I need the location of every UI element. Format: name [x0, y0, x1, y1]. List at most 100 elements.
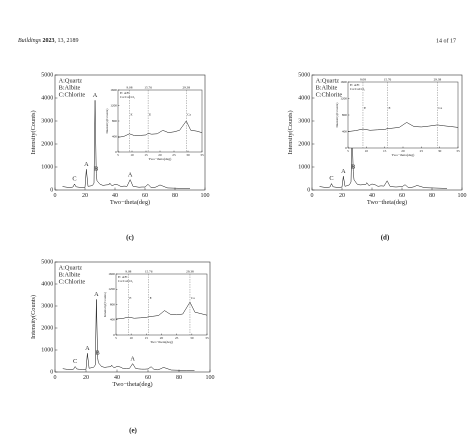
peak-label: C: [329, 175, 333, 182]
marker-value: 29.38: [186, 269, 194, 273]
figure-caption: (d): [381, 234, 390, 242]
legend-entry: A:Quartz: [59, 264, 83, 271]
y-tick-label: 5000: [41, 259, 53, 265]
citation: Buildings 2023, 13, 2189: [18, 38, 79, 44]
y-tick-label: 5000: [298, 72, 310, 78]
x-tick-label: 80: [176, 375, 182, 381]
citation-rest: , 13, 2189: [55, 38, 79, 44]
x-tick-label: 25: [175, 336, 179, 340]
y-tick-label: 400: [112, 134, 117, 138]
spectrum-line: [319, 132, 448, 189]
inset-frame: [117, 89, 203, 153]
x-tick-label: 25: [172, 153, 176, 157]
marker-value: 29.38: [182, 85, 190, 89]
x-tick-label: 40: [112, 193, 118, 199]
peak-label: A: [94, 291, 99, 298]
x-tick-label: 15: [145, 336, 149, 340]
y-tick-label: 1000: [41, 164, 53, 170]
x-tick-label: 20: [401, 149, 405, 153]
y-tick-label: 1000: [41, 347, 53, 353]
y-tick-label: 2000: [41, 325, 53, 331]
marker-label: E: [130, 113, 132, 117]
x-tick-label: 15: [383, 149, 387, 153]
spectrum-line: [115, 301, 208, 320]
peak-label: A: [84, 161, 89, 168]
peak-label: A: [130, 355, 135, 362]
x-tick-label: 15: [144, 153, 148, 157]
y-tick-label: 800: [110, 302, 115, 306]
y-tick-label: 3000: [41, 118, 53, 124]
spectrum-line: [347, 122, 459, 132]
peak-label: C: [73, 358, 77, 365]
peak-label: A: [341, 168, 346, 175]
x-tick-label: 25: [420, 149, 424, 153]
x-tick-label: 0: [311, 193, 314, 199]
x-tick-label: 10: [365, 149, 369, 153]
peak-label: A: [128, 171, 133, 178]
inset-frame: [115, 273, 208, 336]
y-axis-label: Intensity(Counts): [30, 110, 37, 154]
y-axis-label: Intensity(Counts): [30, 295, 37, 339]
x-tick-label: 5: [117, 153, 119, 157]
x-tick-label: 20: [339, 193, 345, 199]
spectrum-line: [62, 299, 195, 371]
x-tick-label: 5: [347, 149, 349, 153]
y-tick-label: 400: [342, 129, 347, 133]
y-tick-label: 0: [307, 187, 310, 193]
peak-label: B: [351, 163, 355, 170]
page-number: 14 of 17: [436, 37, 456, 44]
peak-label: A: [85, 345, 90, 352]
y-tick-label: 1600: [110, 88, 117, 92]
figure-caption: (e): [129, 427, 137, 435]
x-tick-label: 35: [200, 153, 204, 157]
x-tick-label: 60: [399, 193, 405, 199]
x-axis-label: Two−theta(deg): [149, 157, 173, 161]
x-tick-label: 100: [201, 193, 210, 199]
legend-entry: C:Chlorite: [59, 91, 86, 98]
y-axis-label: Intensity(Counts): [105, 108, 109, 134]
spectrum-line: [62, 100, 191, 189]
marker-value: 9.08: [125, 269, 131, 273]
x-tick-label: 30: [186, 153, 190, 157]
x-tick-label: 100: [206, 375, 215, 381]
legend-entry: E: AFt: [120, 91, 129, 95]
plot-frame: [54, 261, 211, 373]
legend-entry: B:Albite: [316, 84, 338, 91]
legend-entry: B:Albite: [59, 84, 81, 91]
legend-entry: Ca:CaCO₃: [118, 279, 134, 283]
y-tick-label: 1200: [108, 287, 115, 291]
y-tick-label: 800: [342, 113, 347, 117]
x-tick-label: 30: [438, 149, 442, 153]
x-axis-label: Two−theta(deg): [110, 199, 150, 206]
x-axis-label: Two−theta(deg): [367, 199, 407, 206]
marker-label: E: [388, 106, 390, 110]
marker-label: E: [364, 106, 366, 110]
y-tick-label: 4000: [298, 95, 310, 101]
y-tick-label: 0: [345, 146, 347, 150]
y-tick-label: 4000: [41, 95, 53, 101]
y-tick-label: 1600: [340, 80, 347, 84]
x-tick-label: 10: [129, 336, 133, 340]
marker-value: 9.08: [360, 77, 366, 81]
y-tick-label: 0: [115, 150, 117, 154]
plot-frame: [311, 74, 463, 191]
y-tick-label: 5000: [41, 72, 53, 78]
y-tick-label: 1000: [298, 164, 310, 170]
x-tick-label: 35: [205, 336, 209, 340]
x-tick-label: 35: [456, 149, 460, 153]
x-tick-label: 40: [369, 193, 375, 199]
y-tick-label: 0: [50, 187, 53, 193]
legend-entry: E: AFt: [350, 83, 359, 87]
legend-entry: A:Quartz: [316, 77, 340, 84]
x-tick-label: 30: [190, 336, 194, 340]
legend-entry: Ca:CaCO₃: [120, 95, 136, 99]
y-tick-label: 3000: [298, 118, 310, 124]
y-tick-label: 4000: [41, 281, 53, 287]
plot-frame: [54, 74, 206, 191]
x-axis-label: Two−theta(deg): [150, 340, 174, 344]
marker-label: E: [149, 113, 151, 117]
inset-frame: [347, 81, 459, 149]
marker-value: 9.08: [126, 85, 132, 89]
y-axis-label: Intensity(Counts): [287, 110, 294, 154]
